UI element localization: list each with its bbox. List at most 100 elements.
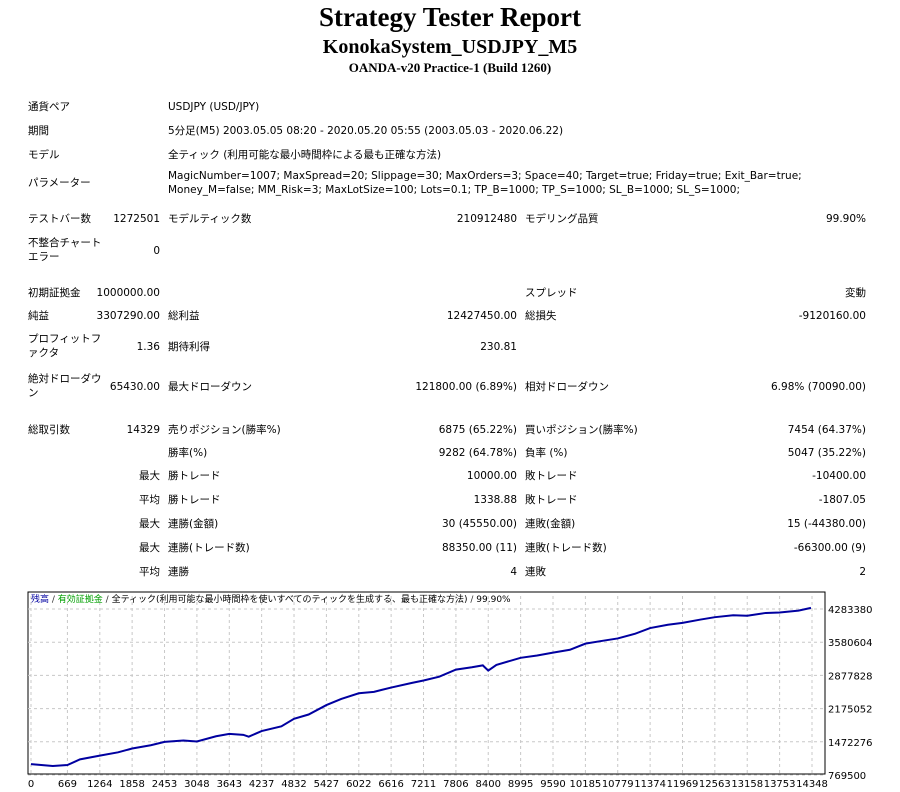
stat-value: -66300.00 (9) — [793, 542, 866, 554]
stat-value: 変動 — [845, 287, 866, 299]
x-tick-label: 13158 — [731, 779, 763, 790]
stat-value: 1.36 — [136, 341, 160, 353]
stat-label: スプレッド — [525, 287, 578, 299]
stat-value: 5047 (35.22%) — [787, 447, 866, 459]
y-tick-label: 769500 — [828, 771, 866, 782]
stat-label: プロフィットファクタ — [28, 333, 102, 359]
stat-value: 88350.00 (11) — [442, 542, 517, 554]
stat-label: 期待利得 — [168, 341, 210, 353]
stat-value: 99.90% — [825, 213, 866, 225]
legend-model: 全ティック(利用可能な最小時間枠を使いすべてのティックを生成する、最も正確な方法… — [112, 593, 468, 605]
report-title: Strategy Tester Report — [319, 2, 581, 32]
stat-value: 1338.88 — [473, 494, 517, 506]
x-tick-label: 2453 — [152, 779, 177, 790]
balance-line — [30, 606, 812, 768]
stat-label: モデルティック数 — [168, 213, 252, 225]
chart-legend: 残高 / 有効証拠金 / 全ティック(利用可能な最小時間枠を使いすべてのティック… — [31, 593, 511, 605]
stat-label: 敗トレード — [525, 494, 578, 506]
stat-value: 平均 — [139, 494, 160, 506]
info-label: モデル — [28, 149, 60, 161]
legend-balance: 残高 — [31, 593, 49, 605]
info-label: パラメーター — [28, 177, 91, 189]
stat-value: 210912480 — [456, 213, 517, 225]
stat-label: 総損失 — [525, 310, 557, 322]
info-value: MagicNumber=1007; MaxSpread=20; Slippage… — [168, 170, 802, 196]
stat-value: 6875 (65.22%) — [438, 424, 517, 436]
x-tick-label: 669 — [58, 779, 77, 790]
x-tick-label: 5427 — [314, 779, 339, 790]
stat-value: 65430.00 — [109, 381, 160, 393]
legend-sep: / — [49, 595, 58, 605]
x-tick-label: 4237 — [249, 779, 274, 790]
stat-label: 負率 (%) — [525, 447, 568, 459]
stat-value: 2 — [859, 566, 866, 578]
x-tick-label: 8995 — [508, 779, 533, 790]
x-tick-label: 3643 — [217, 779, 242, 790]
y-tick-label: 3580604 — [828, 638, 873, 649]
stat-value: 14329 — [126, 424, 160, 436]
stat-value: 3307290.00 — [96, 310, 160, 322]
info-value: 全ティック (利用可能な最小時間枠による最も正確な方法) — [168, 149, 442, 161]
stat-value: 12427450.00 — [446, 310, 517, 322]
stat-label: 相対ドローダウン — [525, 381, 609, 393]
x-tick-label: 13753 — [764, 779, 796, 790]
balance-chart: 0 669 1264 1858 2453 3048 3643 4237 4832 5427 6022… — [27, 591, 873, 790]
x-tick-label: 1858 — [119, 779, 144, 790]
stat-label: 売りポジション(勝率%) — [168, 424, 281, 436]
strategy-name: KonokaSystem_USDJPY_M5 — [322, 36, 578, 58]
stat-value: -1807.05 — [818, 494, 866, 506]
x-tick-label: 10779 — [602, 779, 634, 790]
stat-value: 4 — [510, 566, 517, 578]
stat-label: 連勝(金額) — [168, 518, 219, 530]
y-tick-label: 2175052 — [828, 705, 873, 716]
stat-label: 不整合チャートエラー — [28, 237, 102, 263]
x-tick-label: 6022 — [346, 779, 371, 790]
stat-label: 連敗 — [525, 566, 546, 578]
stat-value: 121800.00 (6.89%) — [415, 381, 517, 393]
stat-value: 15 (-44380.00) — [787, 518, 866, 530]
stat-label: 絶対ドローダウン — [28, 373, 102, 399]
x-tick-label: 3048 — [184, 779, 209, 790]
stat-label: 総利益 — [168, 310, 200, 322]
info-value: USDJPY (USD/JPY) — [168, 101, 260, 113]
stat-label: 総取引数 — [28, 424, 70, 436]
server-build: OANDA-v20 Practice-1 (Build 1260) — [348, 60, 552, 75]
stat-label: 連勝 — [168, 566, 189, 578]
stat-label: 初期証拠金 — [28, 287, 81, 299]
stat-value: 最大 — [139, 470, 160, 482]
x-tick-label: 11969 — [667, 779, 699, 790]
legend-sep: / — [468, 595, 477, 605]
x-tick-label: 12563 — [699, 779, 731, 790]
x-tick-label: 7211 — [411, 779, 436, 790]
x-tick-label: 1264 — [87, 779, 112, 790]
y-tick-label: 4283380 — [828, 605, 873, 616]
stat-value: 最大 — [139, 518, 160, 530]
stat-value: 1272501 — [113, 213, 160, 225]
stat-value: 10000.00 — [466, 470, 517, 482]
stat-value: 6.98% (70090.00) — [771, 381, 866, 393]
x-tick-label: 8400 — [476, 779, 501, 790]
x-tick-label: 9590 — [540, 779, 565, 790]
x-tick-label: 6616 — [378, 779, 403, 790]
x-tick-label: 0 — [28, 779, 34, 790]
legend-sep: / — [103, 595, 112, 605]
info-label: 期間 — [28, 125, 49, 137]
stat-value: -9120160.00 — [798, 310, 866, 322]
stat-value: 1000000.00 — [96, 287, 160, 299]
stat-label: 勝トレード — [168, 470, 221, 482]
stat-label: 連敗(トレード数) — [525, 542, 607, 554]
stat-label: 連敗(金額) — [525, 518, 576, 530]
legend-equity: 有効証拠金 — [58, 593, 103, 605]
x-tick-label: 4832 — [281, 779, 306, 790]
stat-value: 最大 — [139, 542, 160, 554]
x-tick-label: 11374 — [634, 779, 666, 790]
stat-value: 7454 (64.37%) — [787, 424, 866, 436]
x-tick-label: 10185 — [569, 779, 601, 790]
stat-label: テストバー数 — [28, 213, 91, 225]
y-tick-label: 2877828 — [828, 671, 873, 682]
stat-label: 最大ドローダウン — [168, 381, 252, 393]
stat-label: 勝率(%) — [168, 447, 208, 459]
stat-value: -10400.00 — [812, 470, 866, 482]
stat-value: 30 (45550.00) — [442, 518, 517, 530]
stat-label: モデリング品質 — [525, 213, 599, 225]
